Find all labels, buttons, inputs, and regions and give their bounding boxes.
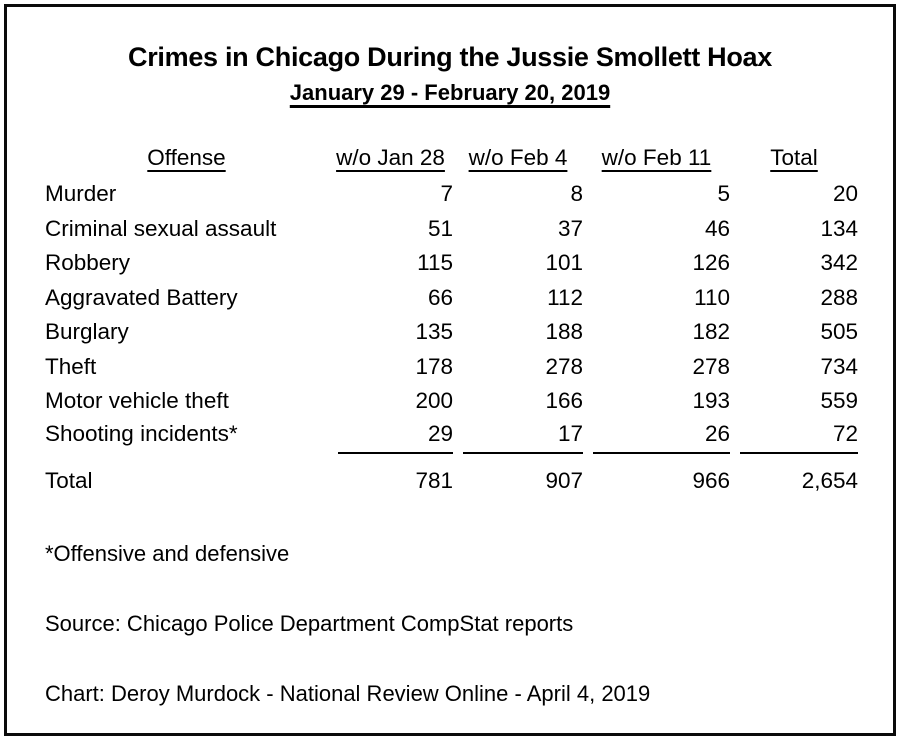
footnote: *Offensive and defensive (45, 540, 290, 566)
table-row: Burglary 135 188 182 505 (45, 315, 858, 350)
total-cell: 781 (415, 468, 453, 494)
table-cell: 46 (704, 215, 730, 241)
table-cell: 72 (730, 419, 858, 456)
table-cell: 200 (415, 388, 453, 414)
column-header-label: w/o Feb 4 (468, 145, 568, 170)
table-cell: 115 (417, 250, 453, 276)
table-row: Criminal sexual assault 51 37 46 134 (45, 212, 858, 247)
offense-cell: Murder (45, 181, 117, 207)
table-cell: 112 (547, 284, 583, 310)
table-cell: 278 (545, 353, 583, 379)
column-header-week2: w/o Feb 4 (453, 139, 583, 177)
table-cell: 134 (820, 215, 858, 241)
offense-cell: Aggravated Battery (45, 284, 238, 310)
table-cell: 17 (453, 419, 583, 456)
column-header-label: Total (770, 145, 818, 170)
table-row: Aggravated Battery 66 112 110 288 (45, 281, 858, 316)
column-header-label: Offense (147, 145, 226, 170)
table-cell: 37 (557, 215, 583, 241)
table-cell: 66 (427, 284, 453, 310)
credit-line: Chart: Deroy Murdock - National Review O… (45, 680, 651, 706)
table-total-row: Total 781 907 966 2,654 (45, 455, 858, 499)
table-cell: 188 (545, 319, 583, 345)
column-header-week3: w/o Feb 11 (583, 139, 730, 177)
table-cell: 734 (820, 353, 858, 379)
table-row-shooting-incidents: Shooting incidents* 29 17 26 72 (45, 419, 858, 456)
table-cell: 178 (415, 353, 453, 379)
sum-rule: 72 (740, 421, 858, 454)
table-row: Motor vehicle theft 200 166 193 559 (45, 384, 858, 419)
offense-cell: Burglary (45, 319, 129, 345)
table-cell: 5 (717, 181, 730, 207)
offense-cell: Robbery (45, 250, 131, 276)
table-cell: 166 (545, 388, 583, 414)
table-cell: 288 (820, 284, 858, 310)
offense-cell: Motor vehicle theft (45, 388, 229, 414)
table-header-row: Offense w/o Jan 28 w/o Feb 4 w/o Feb 11 … (45, 139, 858, 177)
table-row: Theft 178 278 278 734 (45, 350, 858, 385)
sum-rule: 17 (463, 421, 583, 454)
table-row: Robbery 115 101 126 342 (45, 246, 858, 281)
table-cell: 278 (692, 353, 730, 379)
table-cell: 342 (820, 250, 858, 276)
table-cell: 26 (583, 419, 730, 456)
sum-rule: 29 (338, 421, 453, 454)
column-header-label: w/o Feb 11 (601, 145, 712, 170)
table-cell: 126 (692, 250, 730, 276)
page-title: Crimes in Chicago During the Jussie Smol… (128, 42, 772, 72)
table-row: Murder 7 8 5 20 (45, 177, 858, 212)
table-cell: 8 (570, 181, 583, 207)
source-line: Source: Chicago Police Department CompSt… (45, 610, 574, 636)
total-cell: 907 (545, 468, 583, 494)
offense-cell: Shooting incidents* (45, 420, 238, 446)
table-cell: 193 (692, 388, 730, 414)
offense-cell: Criminal sexual assault (45, 215, 277, 241)
sum-rule: 26 (593, 421, 730, 454)
chart-frame: Crimes in Chicago During the Jussie Smol… (4, 4, 896, 736)
table-cell: 7 (440, 181, 453, 207)
table-cell: 559 (820, 388, 858, 414)
column-header-week1: w/o Jan 28 (328, 139, 453, 177)
subtitle: January 29 - February 20, 2019 (7, 79, 893, 107)
table-cell: 135 (415, 319, 453, 345)
table-cell: 101 (545, 250, 583, 276)
total-cell: 966 (692, 468, 730, 494)
column-header-label: w/o Jan 28 (336, 145, 445, 170)
table-cell: 505 (820, 319, 858, 345)
crime-table: Offense w/o Jan 28 w/o Feb 4 w/o Feb 11 … (45, 139, 858, 499)
column-header-offense: Offense (45, 139, 328, 177)
table-cell: 110 (694, 284, 730, 310)
table-cell: 20 (832, 181, 858, 207)
total-cell: 2,654 (801, 468, 858, 494)
table-cell: 29 (328, 419, 453, 456)
subtitle-label: January 29 - February 20, 2019 (289, 80, 611, 105)
column-header-total: Total (730, 139, 858, 177)
table-cell: 182 (692, 319, 730, 345)
total-label-cell: Total (45, 468, 93, 494)
offense-cell: Theft (45, 353, 97, 379)
table-cell: 51 (427, 215, 453, 241)
